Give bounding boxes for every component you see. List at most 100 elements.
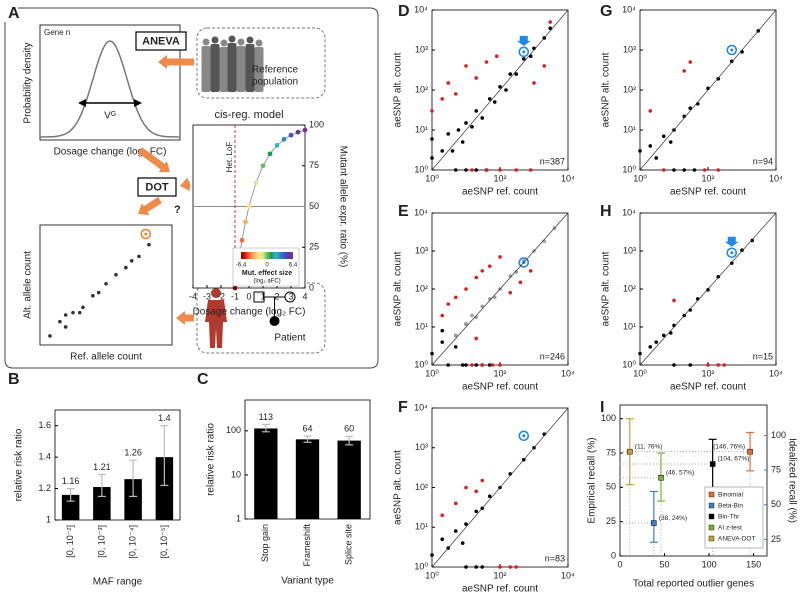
colorbar-sublabel: (log₂ aFC) <box>253 279 280 285</box>
panel-label: C <box>197 371 209 388</box>
highlight-point <box>726 44 738 56</box>
x-tick-label: 10² <box>493 173 506 183</box>
point <box>498 168 502 172</box>
point <box>453 168 458 172</box>
y-tick-label: 10² <box>623 283 636 293</box>
data-label: 60 <box>344 424 354 434</box>
x-tick-label: 10⁴ <box>561 173 575 183</box>
x-tick-label: 10⁴ <box>769 173 783 183</box>
x-tick-label: 50 <box>660 559 670 569</box>
point <box>440 328 445 333</box>
x-axis-label: Total reported outlier genes <box>633 579 754 590</box>
point <box>480 478 485 483</box>
density-frame <box>39 24 181 141</box>
point <box>474 168 479 172</box>
curve-point <box>260 163 266 169</box>
x-tick-label: 0 <box>617 559 622 569</box>
person-body <box>245 44 255 92</box>
y2-tick-label: 100 <box>771 430 786 440</box>
panel-label: B <box>8 371 20 388</box>
point <box>487 363 492 367</box>
point <box>124 265 128 270</box>
legend-swatch <box>708 535 715 542</box>
colorbar-tick-label: -6.4 <box>236 263 247 269</box>
point <box>450 149 455 153</box>
highlight-point <box>518 430 530 442</box>
highlight-point <box>518 257 530 268</box>
y-tick-label: 75 <box>309 160 319 170</box>
point <box>498 565 502 569</box>
pedigree-lines <box>264 296 285 316</box>
x-tick-label: [0, 10⁻⁴] <box>128 525 138 559</box>
point <box>638 149 642 153</box>
y-tick-label: 10³ <box>623 44 636 54</box>
panel-label: E <box>398 203 409 220</box>
dot-box <box>137 177 177 197</box>
point <box>480 363 485 367</box>
x-tick-label: -2 <box>217 291 225 301</box>
identity-line <box>431 407 569 568</box>
point <box>453 295 458 300</box>
curve-point <box>288 132 294 138</box>
highlight-dot <box>522 50 526 54</box>
point <box>480 304 485 309</box>
x-tick-label: Splice site <box>344 524 354 565</box>
point <box>528 168 533 172</box>
point <box>440 340 445 344</box>
y-tick-label: 10¹ <box>415 522 428 532</box>
data-label: 1.16 <box>62 476 80 486</box>
y-tick-label: 10⁰ <box>414 561 428 571</box>
point <box>514 270 519 274</box>
point <box>542 64 547 68</box>
point <box>58 319 62 324</box>
point-label: (11, 76%) <box>635 443 663 450</box>
point <box>48 334 52 338</box>
point <box>716 77 721 81</box>
point <box>63 325 68 329</box>
point <box>129 259 134 263</box>
person-head <box>220 39 228 47</box>
patient-label: Patient <box>274 333 305 344</box>
x-tick-label: 3 <box>288 291 293 301</box>
highlight-dot <box>730 251 734 255</box>
point <box>729 261 734 265</box>
point <box>658 475 664 481</box>
person-body <box>254 47 264 92</box>
point <box>706 288 710 292</box>
bar <box>295 439 320 519</box>
point <box>480 116 485 120</box>
legend-swatch <box>708 513 715 520</box>
point <box>648 144 653 148</box>
arrows <box>137 55 194 325</box>
flow-arrow <box>137 147 170 173</box>
point <box>464 121 468 125</box>
person-head <box>228 35 236 43</box>
x-axis-label: aeSNP ref. count <box>462 584 538 595</box>
x-axis-label: aeSNP ref. count <box>670 382 746 393</box>
point <box>453 501 458 506</box>
point <box>492 295 497 300</box>
curve-point <box>281 136 287 142</box>
y-tick-label: 10⁰ <box>622 359 636 369</box>
curve-point <box>246 204 252 209</box>
panel-label: H <box>600 203 612 220</box>
point <box>464 287 468 291</box>
point <box>747 448 753 455</box>
y-tick-label: 10⁰ <box>414 164 428 174</box>
point <box>446 132 451 136</box>
person-body <box>227 43 237 92</box>
y-axis-label: aeSNP alt. count <box>393 52 404 127</box>
highlight-dot <box>144 232 148 236</box>
point <box>440 149 445 153</box>
highlight-dot <box>730 48 734 52</box>
highlight-arrow <box>516 35 531 46</box>
curve-point <box>253 180 259 186</box>
point <box>740 248 744 252</box>
aneva-label: ANEVA <box>142 35 180 47</box>
x-tick-label: 10² <box>493 368 506 378</box>
point <box>498 255 502 259</box>
point <box>71 310 75 315</box>
reference-box <box>196 27 326 99</box>
panel-a-frame <box>4 7 379 369</box>
point <box>147 242 151 247</box>
